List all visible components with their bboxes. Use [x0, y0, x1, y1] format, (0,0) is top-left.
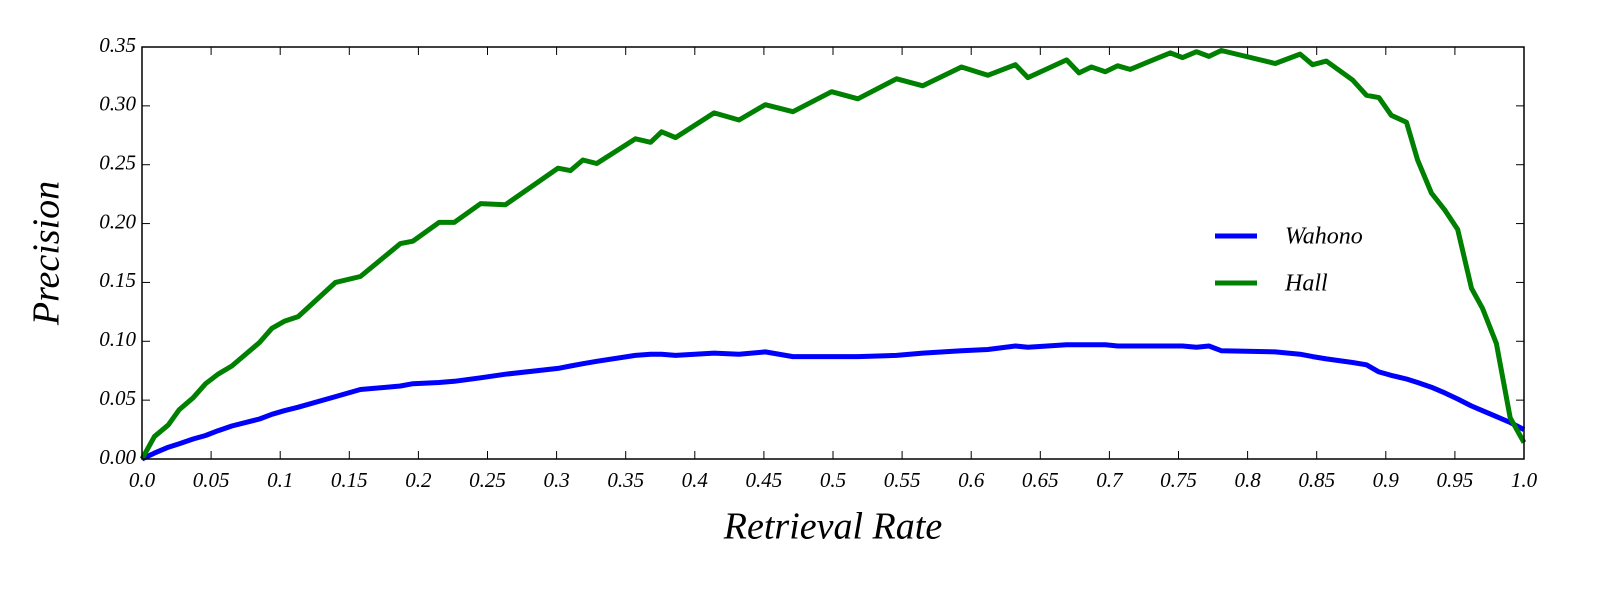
x-tick-label: 0.45	[746, 468, 783, 492]
y-tick-label: 0.00	[99, 445, 136, 469]
y-tick-label: 0.30	[99, 92, 136, 116]
x-tick-label: 0.9	[1373, 468, 1400, 492]
x-tick-label: 0.6	[958, 468, 985, 492]
x-tick-label: 0.95	[1437, 468, 1474, 492]
line-series	[139, 48, 1527, 461]
x-tick-label: 0.4	[682, 468, 709, 492]
x-tick-label: 0.75	[1160, 468, 1197, 492]
x-tick-label: 0.1	[267, 468, 293, 492]
x-tick-label: 1.0	[1511, 468, 1538, 492]
y-tick-label: 0.35	[99, 33, 136, 57]
plot-frame	[141, 46, 1525, 460]
line-series	[140, 342, 1526, 462]
x-tick-label: 0.65	[1022, 468, 1059, 492]
x-tick-label: 0.3	[543, 468, 569, 492]
y-tick-label: 0.10	[99, 327, 136, 351]
x-axis-label: Retrieval Rate	[723, 506, 943, 548]
x-tick-label: 0.35	[607, 468, 644, 492]
x-tick-label: 0.7	[1096, 468, 1124, 492]
y-tick-label: 0.15	[99, 268, 136, 292]
x-tick-label: 0.8	[1234, 468, 1261, 492]
y-tick-label: 0.20	[99, 209, 136, 233]
x-tick-label: 0.0	[129, 468, 156, 492]
x-tick-label: 0.5	[820, 468, 846, 492]
y-tick-label: 0.05	[99, 386, 136, 410]
x-tick-label: 0.85	[1298, 468, 1335, 492]
x-tick-label: 0.25	[469, 468, 506, 492]
x-tick-label: 0.05	[193, 468, 230, 492]
x-tick-label: 0.15	[331, 468, 368, 492]
x-tick-label: 0.2	[405, 468, 432, 492]
legend-label: Hall	[1284, 271, 1328, 297]
y-axis-label: Precision	[26, 181, 68, 326]
y-tick-label: 0.25	[99, 151, 136, 175]
legend-label: Wahono	[1285, 224, 1363, 250]
x-tick-label: 0.55	[884, 468, 921, 492]
